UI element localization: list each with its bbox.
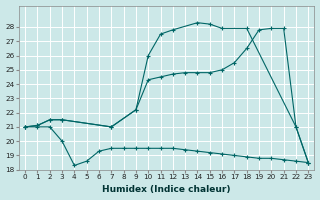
X-axis label: Humidex (Indice chaleur): Humidex (Indice chaleur): [102, 185, 231, 194]
